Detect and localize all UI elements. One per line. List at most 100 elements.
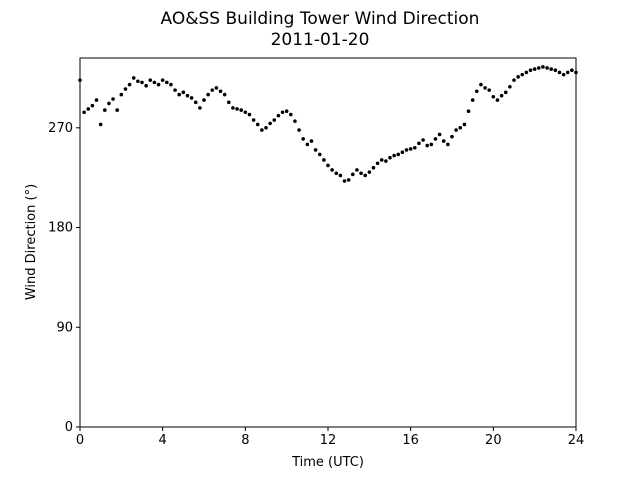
y-tick-label: 270 (48, 121, 73, 136)
data-point (193, 100, 198, 105)
data-point (272, 118, 277, 122)
data-point (499, 93, 504, 98)
data-point (367, 170, 372, 174)
data-point (305, 142, 310, 147)
data-point (313, 148, 318, 152)
data-point (206, 92, 210, 97)
data-point (388, 155, 392, 160)
x-tick-label: 20 (485, 433, 502, 448)
data-point (185, 93, 190, 98)
data-point (470, 98, 475, 102)
x-tick-label: 12 (320, 433, 337, 448)
data-point (508, 85, 512, 89)
data-point (280, 110, 285, 115)
data-point (119, 92, 124, 97)
data-point (148, 78, 153, 82)
data-point (131, 76, 136, 80)
data-point (115, 108, 119, 112)
data-point (268, 121, 272, 126)
data-point (334, 171, 339, 176)
data-point (107, 101, 111, 106)
data-point (479, 82, 483, 87)
data-point (222, 92, 227, 97)
data-point (198, 106, 202, 110)
data-point (408, 147, 413, 151)
x-tick-label: 24 (568, 433, 585, 448)
data-point (160, 78, 165, 82)
data-point (516, 75, 520, 79)
data-point (317, 152, 322, 157)
data-point (450, 134, 454, 139)
chart-title: AO&SS Building Tower Wind Direction (161, 9, 480, 29)
data-point (483, 86, 487, 90)
data-point (553, 68, 558, 72)
data-point (214, 86, 219, 90)
x-tick-label: 8 (241, 433, 249, 448)
data-point (123, 87, 128, 91)
data-point (537, 66, 541, 70)
data-point (103, 108, 107, 112)
data-point (330, 168, 334, 172)
x-tick-label: 0 (76, 433, 84, 448)
data-point (169, 82, 173, 87)
y-tick-label: 90 (56, 320, 73, 335)
data-point (561, 72, 566, 77)
data-point (227, 100, 231, 105)
data-point (528, 68, 533, 72)
data-point (264, 126, 268, 130)
data-point (379, 158, 384, 162)
data-point (557, 70, 562, 75)
data-point (144, 83, 148, 88)
data-point (384, 159, 388, 163)
data-point (375, 161, 380, 166)
data-point (413, 145, 417, 150)
data-point (400, 150, 405, 154)
data-point (218, 89, 223, 94)
data-point (524, 70, 529, 75)
data-point (574, 70, 578, 75)
data-point (78, 78, 82, 82)
data-point (363, 173, 368, 178)
data-point (549, 67, 553, 71)
data-point (235, 107, 239, 111)
data-point (441, 139, 446, 143)
data-point (309, 139, 314, 143)
data-point (255, 122, 260, 127)
data-point (495, 98, 500, 102)
data-point (475, 89, 479, 94)
data-point (297, 128, 301, 132)
data-point (342, 179, 347, 183)
data-point (503, 90, 508, 95)
data-point (82, 110, 86, 115)
data-point (156, 82, 161, 87)
data-point (326, 163, 330, 168)
data-point (177, 92, 181, 97)
data-point (421, 138, 425, 142)
data-point (140, 80, 144, 85)
data-point (293, 119, 297, 123)
data-point (346, 178, 351, 182)
data-point (239, 108, 243, 112)
data-point (404, 148, 409, 152)
data-point (251, 118, 256, 122)
data-point (181, 90, 186, 95)
data-point (276, 113, 281, 118)
y-tick-label: 0 (65, 420, 73, 435)
data-point (371, 165, 376, 170)
data-point (466, 109, 471, 113)
data-point (189, 96, 194, 100)
data-point (396, 152, 401, 157)
data-point (437, 132, 442, 137)
data-point (454, 128, 458, 132)
y-tick-label: 180 (48, 221, 73, 236)
x-tick-label: 4 (159, 433, 167, 448)
data-point (487, 88, 492, 92)
data-point (433, 137, 438, 141)
data-point (520, 72, 525, 77)
data-point (210, 88, 215, 92)
data-point (260, 128, 264, 132)
data-point (545, 66, 549, 70)
plot-frame (79, 57, 577, 428)
data-point (322, 158, 326, 162)
